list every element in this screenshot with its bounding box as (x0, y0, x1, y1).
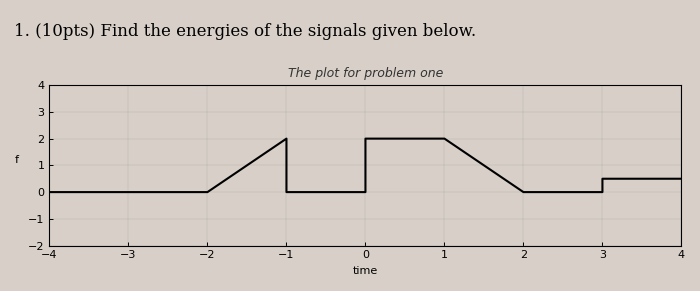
X-axis label: time: time (353, 266, 378, 276)
Title: The plot for problem one: The plot for problem one (288, 67, 443, 80)
Y-axis label: f: f (15, 155, 19, 165)
Text: 1. (10pts) Find the energies of the signals given below.: 1. (10pts) Find the energies of the sign… (14, 23, 476, 40)
